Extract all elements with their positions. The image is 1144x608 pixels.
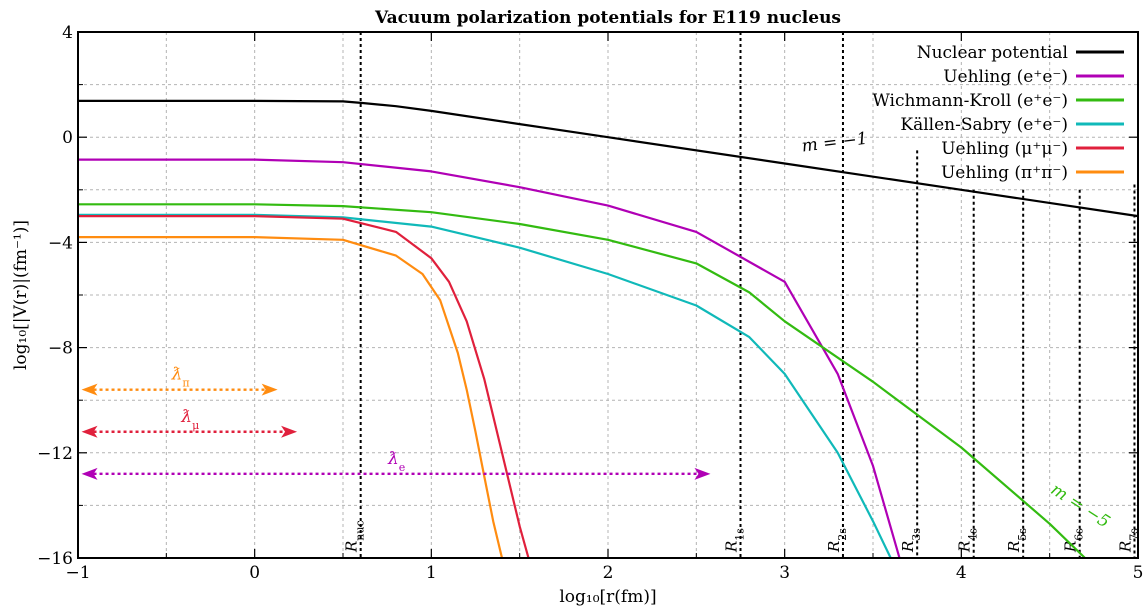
series-line	[78, 203, 1086, 559]
wavelength-arrow-head-right	[281, 425, 298, 438]
y-tick-label: −8	[48, 339, 73, 359]
x-tick-label: 2	[603, 563, 614, 583]
radius-marker-label-main: R	[899, 541, 917, 553]
wavelength-arrow-head-left	[81, 467, 98, 480]
series-line	[78, 99, 1139, 218]
axis-ticks: −1 0 1 2 3 4 5 −16 −12 −8 −4 0 4	[37, 23, 1143, 583]
radius-marker-label: Rnuc	[343, 520, 367, 553]
radius-marker-label-sub: nuc	[353, 520, 366, 540]
wavelength-arrow-label: ƛπ	[171, 365, 190, 390]
radius-marker-label: R3s	[899, 528, 923, 553]
wavelength-arrow-head-left	[81, 383, 98, 396]
legend-label: Källen-Sabry (e⁺e⁻)	[900, 115, 1068, 135]
slope-annotation: m = −5	[1047, 480, 1113, 533]
radius-marker-label: R2s	[825, 528, 849, 553]
radius-marker-label-main: R	[1005, 541, 1023, 553]
radius-marker-label-sub: 1s	[733, 528, 746, 541]
radius-marker-label-main: R	[343, 541, 361, 553]
y-tick-label: 0	[62, 128, 73, 148]
legend-label: Uehling (μ⁺μ⁻)	[941, 139, 1068, 159]
x-axis-label: log₁₀[r(fm)]	[559, 587, 656, 607]
radius-marker-label: R7s	[1116, 528, 1140, 553]
x-tick-label: 5	[1133, 563, 1144, 583]
wavelength-arrow-label-sub: π	[182, 376, 189, 389]
legend-label: Wichmann-Kroll (e⁺e⁻)	[872, 91, 1068, 111]
wavelength-arrow-label-main: ƛ	[387, 449, 399, 469]
series-line	[78, 158, 901, 559]
radius-marker-label-sub: 4s	[966, 528, 979, 541]
slope-annotation: m = −1	[801, 129, 869, 157]
y-tick-label: −16	[37, 549, 73, 569]
legend-label: Nuclear potential	[917, 43, 1068, 63]
y-tick-label: 4	[62, 23, 73, 43]
radius-marker-label: R1s	[723, 528, 747, 553]
legend-label: Uehling (e⁺e⁻)	[943, 67, 1068, 87]
radius-marker-label-sub: 2s	[835, 528, 848, 541]
wavelength-arrow-label-sub: μ	[192, 418, 199, 431]
series-line	[78, 213, 892, 559]
radius-marker-label-sub: 6s	[1072, 528, 1085, 541]
wavelength-arrow-head-right	[694, 467, 711, 480]
radius-marker-label-main: R	[825, 541, 843, 553]
x-tick-label: 3	[779, 563, 790, 583]
x-tick-label: 4	[956, 563, 967, 583]
legend-label: Uehling (π⁺π⁻)	[941, 163, 1068, 183]
series-line	[78, 215, 530, 559]
x-tick-label: −1	[65, 563, 90, 583]
wavelength-arrow-label-main: ƛ	[171, 365, 183, 385]
radius-marker-label-main: R	[1116, 541, 1134, 553]
legend: Nuclear potential Uehling (e⁺e⁻) Wichmann-…	[872, 43, 1124, 183]
x-tick-label: 1	[426, 563, 437, 583]
radius-marker-label-main: R	[723, 541, 741, 553]
chart-title: Vacuum polarization potentials for E119 …	[374, 8, 841, 28]
series-lines	[78, 99, 1139, 559]
wavelength-arrow-label-main: ƛ	[180, 407, 192, 427]
wavelength-arrow-label-sub: e	[399, 460, 406, 473]
radius-marker-label: R5s	[1005, 528, 1029, 553]
radius-marker-label-sub: 3s	[910, 528, 923, 541]
y-tick-label: −12	[37, 444, 73, 464]
wavelength-arrow-label: ƛμ	[180, 407, 199, 432]
series-line	[78, 236, 504, 559]
radius-marker-label-sub: 7s	[1127, 528, 1140, 541]
radius-marker-label-main: R	[956, 541, 974, 553]
x-tick-label: 0	[249, 563, 260, 583]
radius-marker-label: R4s	[956, 528, 980, 553]
wavelength-arrow-label: ƛe	[387, 449, 405, 474]
wavelength-arrow-head-right	[261, 383, 278, 396]
y-axis-label: log₁₀[|V(r)|(fm⁻¹)]	[11, 220, 31, 370]
y-tick-label: −4	[48, 233, 73, 253]
radius-marker-label-sub: 5s	[1016, 528, 1029, 541]
wavelength-arrow-head-left	[81, 425, 98, 438]
